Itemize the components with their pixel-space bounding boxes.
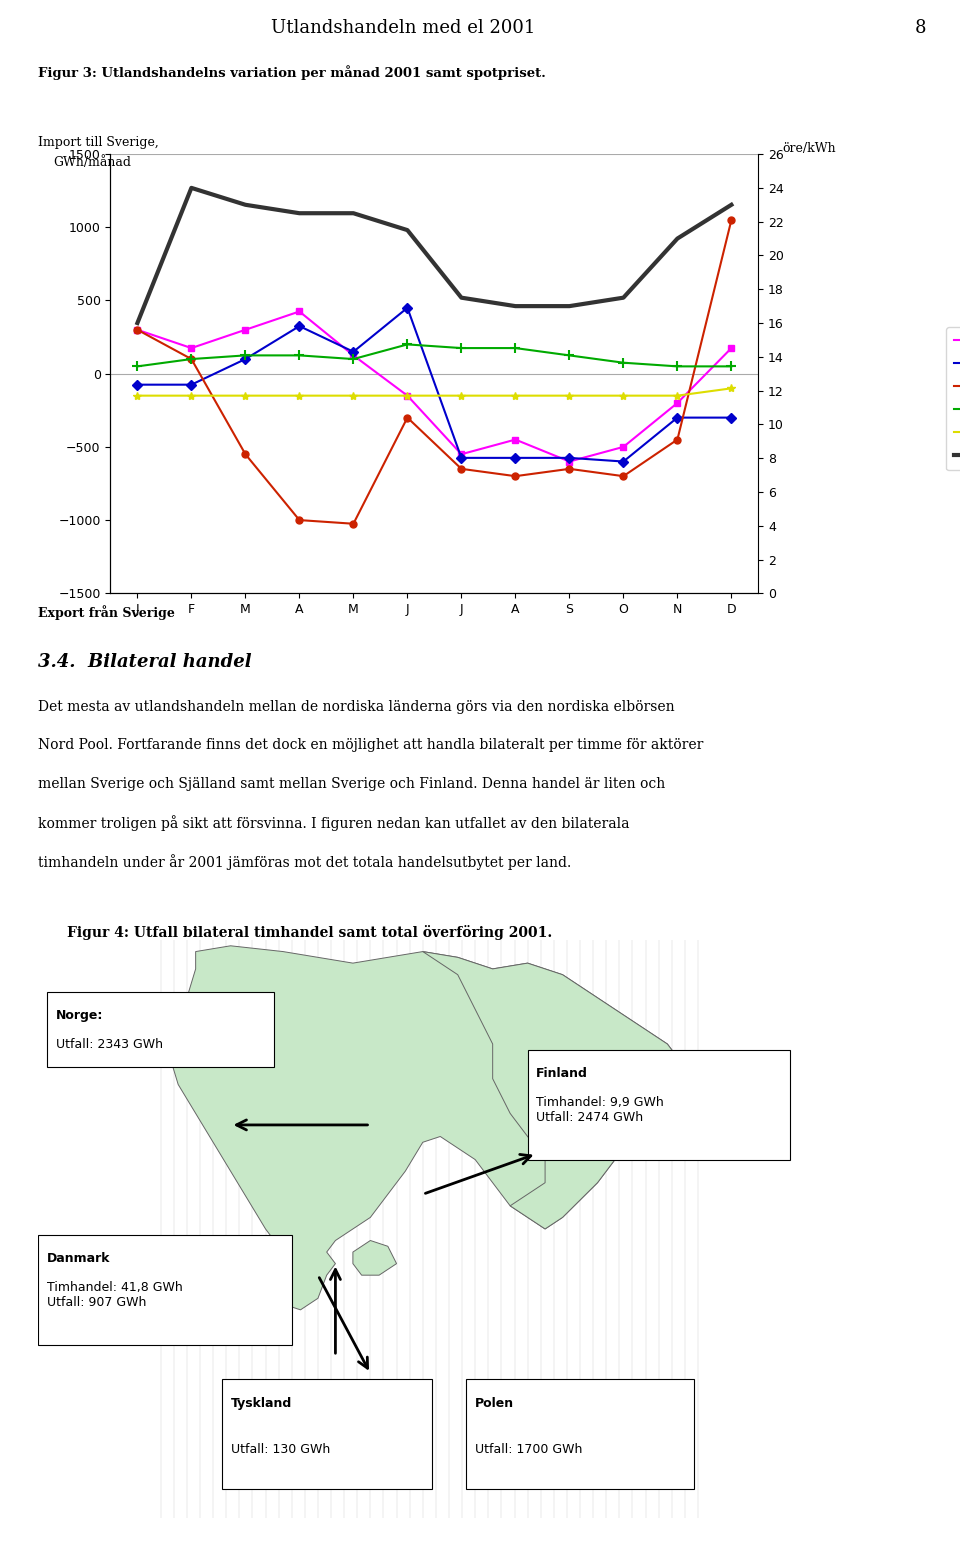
Text: Timhandel: 41,8 GWh
Utfall: 907 GWh: Timhandel: 41,8 GWh Utfall: 907 GWh: [47, 1281, 183, 1308]
Text: Utfall: 1700 GWh: Utfall: 1700 GWh: [475, 1442, 583, 1456]
FancyBboxPatch shape: [467, 1379, 694, 1489]
Text: Polen: Polen: [475, 1396, 515, 1410]
FancyBboxPatch shape: [47, 992, 275, 1066]
Text: mellan Sverige och Själland samt mellan Sverige och Finland. Denna handel är lit: mellan Sverige och Själland samt mellan …: [38, 777, 665, 791]
Text: öre/kWh: öre/kWh: [782, 142, 836, 154]
Polygon shape: [353, 1241, 396, 1276]
Text: Utlandshandeln med el 2001: Utlandshandeln med el 2001: [271, 18, 536, 37]
Polygon shape: [422, 951, 684, 1230]
Text: timhandeln under år 2001 jämföras mot det totala handelsutbytet per land.: timhandeln under år 2001 jämföras mot de…: [38, 854, 571, 869]
Text: Danmark: Danmark: [47, 1251, 110, 1265]
Text: Timhandel: 9,9 GWh
Utfall: 2474 GWh: Timhandel: 9,9 GWh Utfall: 2474 GWh: [537, 1096, 664, 1123]
Text: Utfall: 130 GWh: Utfall: 130 GWh: [230, 1442, 330, 1456]
Text: Norge:: Norge:: [56, 1009, 104, 1022]
Text: Det mesta av utlandshandeln mellan de nordiska länderna görs via den nordiska el: Det mesta av utlandshandeln mellan de no…: [38, 700, 675, 713]
Text: GWh/månad: GWh/månad: [53, 156, 131, 168]
Text: Nord Pool. Fortfarande finns det dock en möjlighet att handla bilateralt per tim: Nord Pool. Fortfarande finns det dock en…: [38, 738, 704, 752]
Text: Tyskland: Tyskland: [230, 1396, 292, 1410]
Text: 8: 8: [915, 18, 926, 37]
Text: Export från Sverige: Export från Sverige: [38, 606, 176, 621]
FancyBboxPatch shape: [528, 1049, 790, 1159]
Text: kommer troligen på sikt att försvinna. I figuren nedan kan utfallet av den bilat: kommer troligen på sikt att försvinna. I…: [38, 815, 630, 831]
FancyBboxPatch shape: [222, 1379, 432, 1489]
Text: Finland: Finland: [537, 1066, 588, 1080]
FancyBboxPatch shape: [38, 1234, 292, 1344]
Text: Import till Sverige,: Import till Sverige,: [38, 136, 159, 148]
Text: Figur 4: Utfall bilateral timhandel samt total överföring 2001.: Figur 4: Utfall bilateral timhandel samt…: [67, 925, 552, 940]
Legend: Danmark, Finland, Norge, Tyskland, Polen, Spotpris: Danmark, Finland, Norge, Tyskland, Polen…: [947, 327, 960, 470]
Text: Figur 3: Utlandshandelns variation per månad 2001 samt spotpriset.: Figur 3: Utlandshandelns variation per m…: [38, 65, 546, 80]
Polygon shape: [170, 946, 684, 1310]
Text: Utfall: 2343 GWh: Utfall: 2343 GWh: [56, 1039, 163, 1051]
Text: 3.4.  Bilateral handel: 3.4. Bilateral handel: [38, 653, 252, 672]
